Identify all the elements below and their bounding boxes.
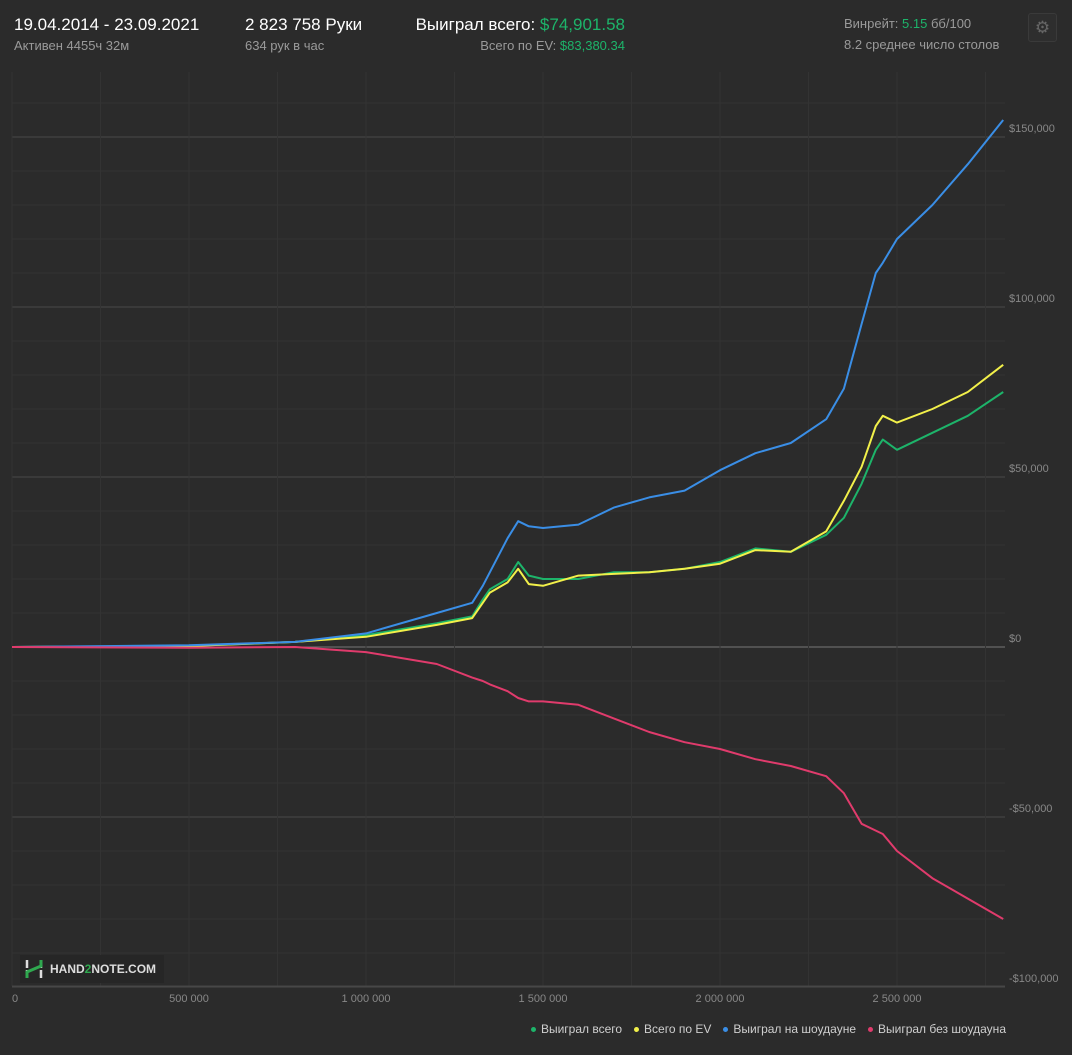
series-line-0: [11, 391, 1004, 648]
gear-icon: ⚙: [1034, 17, 1051, 37]
ev-total: Всего по EV: $83,380.34: [480, 38, 625, 53]
legend-item[interactable]: Всего по EV: [634, 1022, 711, 1036]
y-tick-label: $150,000: [1009, 123, 1055, 135]
legend-dot-icon: [530, 1027, 536, 1033]
winrate-unit: бб/100: [930, 16, 972, 31]
date-range: 19.04.2014 - 23.09.2021: [14, 15, 200, 34]
x-tick-label: 500 000: [169, 993, 209, 1005]
won-value: $74,901.58: [539, 15, 625, 34]
legend-dot-icon: [723, 1027, 729, 1033]
chart: 0 500 000 1 000 000 1 500 000 2 000 000 2 500…: [11, 119, 1059, 1005]
settings-button[interactable]: ⚙: [1028, 13, 1057, 42]
legend: Выиграл всего Всего по EV Выиграл на шоуда…: [530, 1022, 1006, 1036]
series-line-2: [11, 119, 1004, 648]
winrate: Винрейт: 5.15 бб/100: [844, 16, 971, 31]
x-tick-label: 2 500 000: [873, 993, 922, 1005]
y-tick-label: $100,000: [1009, 293, 1055, 305]
legend-label: Выиграл всего: [540, 1022, 623, 1036]
y-tick-label: -$50,000: [1009, 803, 1052, 815]
legend-label: Выиграл без шоудауна: [878, 1022, 1006, 1036]
y-tick-label: -$100,000: [1009, 973, 1059, 985]
hand2note-logo: HAND2NOTE.COM: [20, 955, 164, 983]
y-tick-label: $50,000: [1009, 463, 1049, 475]
active-time: Активен 4455ч 32м: [14, 38, 130, 53]
hands-per-hour: 634 рук в час: [245, 38, 325, 53]
legend-item[interactable]: Выиграл без шоудауна: [868, 1022, 1006, 1036]
hands-count: 2 823 758 Руки: [245, 15, 363, 34]
y-tick-label: $0: [1009, 633, 1021, 645]
avg-tables: 8.2 среднее число столов: [844, 37, 1000, 52]
x-tick-label: 2 000 000: [696, 993, 745, 1005]
winrate-label: Винрейт:: [844, 16, 899, 31]
legend-dot-icon: [634, 1027, 640, 1033]
legend-dot-icon: [868, 1027, 873, 1033]
x-tick-label: 1 000 000: [342, 993, 391, 1005]
series-line-3: [11, 646, 1004, 920]
x-tick-label: 0: [12, 993, 18, 1005]
won-total: Выиграл всего: $74,901.58: [416, 15, 625, 35]
legend-item[interactable]: Выиграл всего: [530, 1022, 623, 1036]
legend-label: Выиграл на шоудауне: [733, 1022, 856, 1036]
legend-item[interactable]: Выиграл на шоудауне: [723, 1022, 856, 1036]
logo-icon: [25, 960, 43, 978]
won-label: Выиграл всего:: [415, 15, 536, 34]
winrate-value: 5.15: [902, 16, 928, 31]
ev-value: $83,380.34: [559, 38, 625, 53]
x-tick-label: 1 500 000: [519, 993, 568, 1005]
ev-label: Всего по EV:: [480, 38, 557, 53]
legend-label: Всего по EV: [644, 1022, 712, 1036]
series-line-1: [11, 364, 1004, 648]
